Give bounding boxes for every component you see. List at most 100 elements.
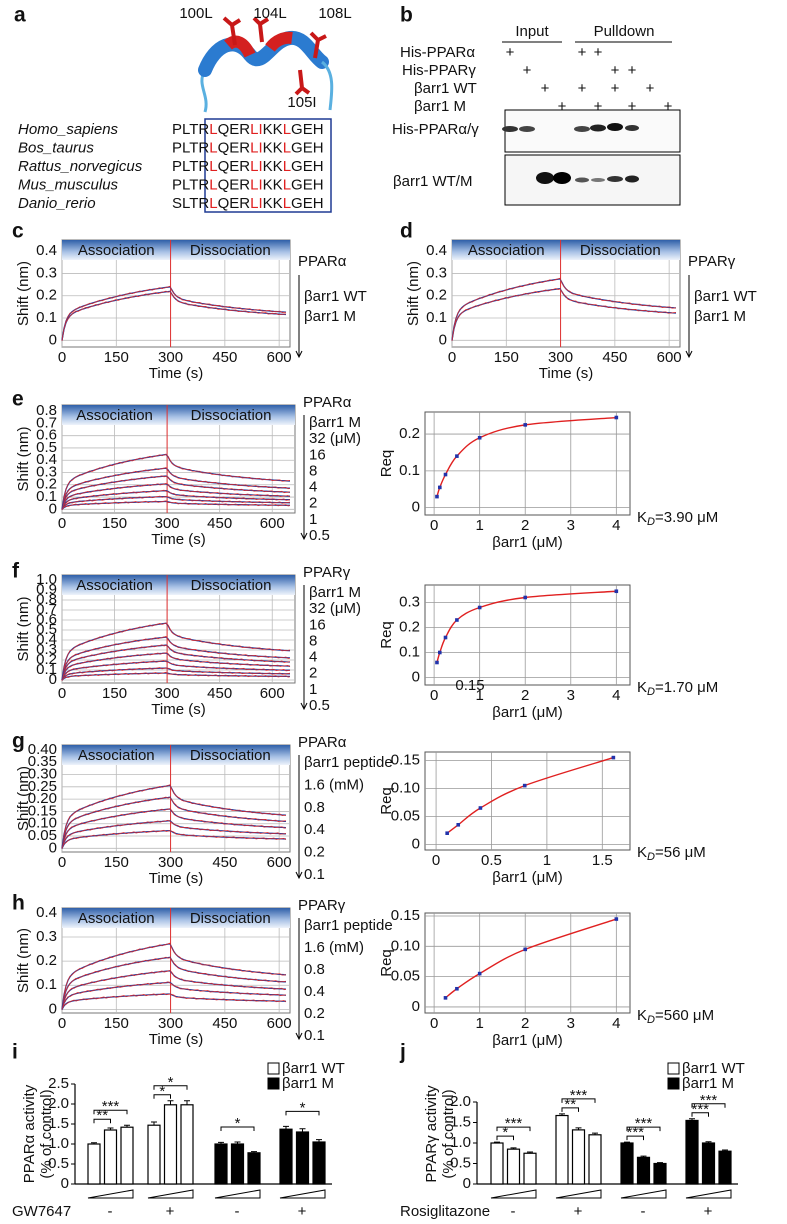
group-sign: - [108,1203,113,1220]
x-tick-label: 0 [432,852,440,869]
arrow [300,702,308,711]
kd-k: K [637,844,647,861]
y-tick-label: 0.5 [450,1154,471,1171]
y-tick-label: 0.4 [36,451,57,468]
y-axis-label: PPARα activity [21,1084,38,1183]
fit-trace [61,483,291,510]
blot-label: His-PPARα/γ [392,121,479,138]
kd-sub: D [647,686,655,698]
sig-bracket [626,1135,644,1141]
bar [180,1104,194,1185]
error-bar [184,1100,190,1105]
helix-illustration [198,16,334,113]
x-tick-label: 4 [612,1015,620,1032]
kd-value: =3.90 μM [655,509,718,526]
sig-stars: * [159,1083,165,1100]
legend-label: βarr1 WT [682,1060,745,1077]
data-point [614,589,619,594]
x-tick-label: 0 [430,687,438,704]
x-tick-label: 600 [657,349,682,366]
sig-stars: *** [102,1098,120,1115]
data-point [523,947,528,952]
plus-sign: + [611,80,620,97]
fit-trace [61,660,291,680]
legend-swatch [667,1077,680,1090]
sig-bracket [93,1109,128,1115]
legend-label: 0.5 [309,527,330,544]
y-tick-label: 0.10 [391,779,420,796]
x-tick-label: 0 [58,854,66,871]
sig-bracket [153,1094,171,1099]
sig-bracket [285,1110,320,1116]
y-tick-label: 0.7 [36,414,57,431]
group-sign: - [235,1203,240,1220]
residue-label: 105I [287,94,316,111]
x-axis-label: Time (s) [149,870,203,887]
fit-trace [61,819,287,849]
x-tick-label: 450 [212,854,237,871]
error-bar [234,1141,241,1144]
y-tick-label: 1.5 [450,1113,471,1130]
x-tick-label: 150 [104,349,129,366]
treatment-label: Rosiglitazone [400,1203,490,1220]
sig-bracket [691,1112,709,1117]
sig-stars: * [502,1124,508,1141]
fit-trace [61,475,291,509]
legend-label: 0.4 [304,983,325,1000]
x-tick-label: 4 [612,517,620,534]
protein-label: PPARα [298,734,347,751]
y-tick-label: 0.5 [36,621,57,638]
phase-label: Dissociation [580,242,661,259]
phase-label: Association [78,910,155,927]
x-tick-label: 450 [602,349,627,366]
error-bar [167,1100,174,1105]
x-tick-label: 300 [155,685,180,702]
row-label: His-PPARγ [402,62,476,79]
panel-label: f [12,560,20,583]
data-point [455,618,459,622]
group-sign: - [641,1203,646,1220]
y-tick-label: 0 [61,1175,69,1192]
residue-label: 104L [253,5,286,22]
dose-wedge [279,1189,326,1199]
x-tick-label: 0 [448,349,456,366]
fit-trace [61,671,291,681]
plus-sign: + [578,80,587,97]
sig-bracket [153,1085,188,1090]
x-tick-label: 600 [267,854,292,871]
error-bar [251,1151,257,1153]
y-axis-label: (% of control) [38,1089,55,1178]
data-point [478,806,483,810]
phase-label: Association [76,407,153,424]
y-tick-label: 0.3 [36,928,57,945]
arrow [300,532,308,541]
legend-swatch [267,1077,280,1090]
x-axis-label: Time (s) [151,701,205,718]
protein-label: PPARγ [298,897,346,914]
bar [506,1148,521,1185]
y-tick-label: 0.20 [28,790,57,807]
panel-label: c [12,220,24,243]
legend-label: 0.8 [304,961,325,978]
legend-label: 1 [309,681,317,698]
panel-label: e [12,388,24,411]
y-tick-label: 2.5 [48,1075,69,1092]
x-tick-label: 0 [58,349,66,366]
fit-trace [61,829,287,849]
data-point [523,595,528,600]
x-axis-label: βarr1 (μM) [492,704,563,721]
legend-label: 2 [309,665,317,682]
data-point [443,996,448,1000]
x-tick-label: 150 [104,854,129,871]
bar [312,1141,326,1185]
phase-header [62,745,290,765]
fit-trace [61,970,287,1009]
arrow [295,871,303,880]
legend-label: βarr1 WT [304,288,367,305]
phase-header [62,575,295,595]
x-tick-label: 600 [267,1015,292,1032]
kd-value: =1.70 μM [655,679,718,696]
bar [588,1134,602,1185]
y-tick-label: 0.4 [36,904,57,921]
